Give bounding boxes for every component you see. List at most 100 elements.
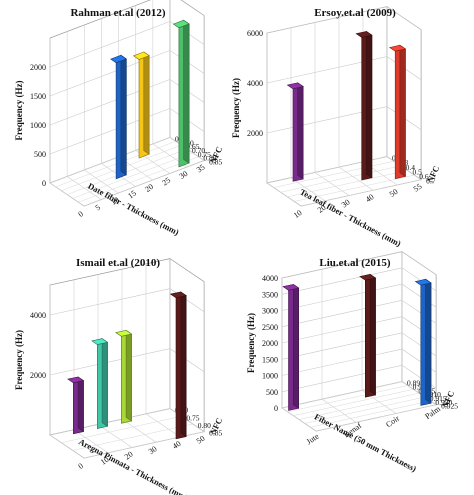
chart-title: Ersoy.et.al (2009) (314, 7, 396, 19)
z-tick-label: 2000 (262, 339, 278, 348)
y-tick-label: 0.75 (186, 413, 199, 422)
y-tick-label: 0.5 (412, 167, 422, 176)
bar-top-face (91, 338, 109, 345)
bar-top-face (110, 54, 127, 64)
y-tick-label: 0.85 (209, 429, 222, 438)
x-tick-label: 0 (76, 461, 84, 471)
bar-side-face (77, 376, 84, 433)
y-tick-label: 0.7 (426, 177, 436, 186)
x-tick-label: 50 (388, 187, 400, 199)
y-tick-label: 0.910 (424, 390, 441, 399)
z-tick-label: 2500 (262, 323, 278, 332)
bar-side-face (180, 291, 187, 438)
bar (172, 19, 190, 168)
y-tick-label: 0.6 (419, 172, 429, 181)
bar (91, 338, 109, 429)
bar (132, 51, 150, 159)
gridline-y (84, 160, 205, 207)
bar-side-face (297, 82, 304, 180)
gridline-y (287, 385, 408, 413)
z-tick-label: 1500 (30, 92, 46, 101)
x-tick-label: 0 (76, 209, 84, 219)
bar-top-face (388, 44, 407, 52)
gridline-y (55, 141, 176, 188)
gridline-y (294, 174, 415, 202)
y-tick-label: 0.915 (430, 394, 447, 403)
y-axis-label: NFC (425, 164, 441, 184)
bar (110, 54, 127, 180)
bar-side-face (369, 273, 376, 396)
bar (286, 82, 304, 182)
bar-top-face (355, 31, 373, 38)
y-tick-label: 0.925 (441, 402, 458, 411)
gridline-y (273, 160, 394, 188)
gridline-y (49, 408, 171, 436)
z-tick-label: 1000 (262, 372, 278, 381)
x-tick-label: 30 (178, 169, 190, 181)
bar (388, 44, 407, 180)
gridline-y (298, 392, 420, 420)
bar-side-face (120, 54, 127, 176)
z-tick-label: 4000 (262, 274, 278, 283)
gridline-x (97, 424, 133, 448)
gridline-x (281, 407, 317, 432)
x-tick-label: 10 (292, 208, 304, 220)
chart-title: Liu.et.al (2015) (319, 257, 391, 269)
z-axis-label: Frequency (Hz) (246, 313, 256, 373)
z-axis-label: Frequency (Hz) (14, 80, 24, 140)
x-tick-label: 10 (99, 455, 111, 467)
x-tick-label: 40 (364, 192, 376, 204)
gridline-y (72, 423, 193, 451)
bar-side-face (183, 19, 190, 164)
y-tick-label: 0.65 (186, 142, 199, 151)
x-axis-label: Fiber Name (50 mm Thickness) (313, 411, 418, 473)
x-tick-label: 5 (94, 203, 102, 213)
gridline-x (49, 434, 85, 459)
y-tick-label: 0.85 (209, 158, 222, 167)
bar-top-face (169, 291, 187, 299)
z-tick-label: 2000 (247, 129, 263, 138)
x-tick-label: 30 (147, 444, 159, 456)
gridline-x (290, 177, 326, 202)
z-tick-label: 3500 (262, 290, 278, 299)
x-tick-label: 40 (171, 439, 183, 451)
x-tick-label: 20 (123, 450, 135, 462)
gridline-x (338, 166, 374, 191)
bar (359, 273, 377, 398)
bar (115, 329, 133, 424)
x-tick-label: 35 (195, 162, 207, 174)
x-tick-label: 20 (316, 203, 328, 215)
chart-title: Ismail et.al (2010) (76, 257, 160, 269)
gridline-y (310, 400, 431, 428)
gridline-y (66, 148, 188, 195)
bar-top-face (359, 273, 377, 281)
z-axis-label: Frequency (Hz) (231, 78, 241, 138)
gridline-y (72, 152, 193, 199)
bar-top-face (132, 51, 150, 60)
gridline-y (304, 396, 425, 424)
z-tick-label: 2000 (30, 63, 46, 72)
z-tick-label: 500 (34, 150, 46, 159)
chart-panel-3: 20004000010203040500.700.750.800.85Ismai… (14, 257, 224, 495)
gridline-y (280, 165, 401, 193)
chart-panel-1: 0500100015002000051015202530350.550.600.… (14, 0, 224, 237)
bar-side-face (101, 338, 108, 427)
bar-top-face (67, 376, 85, 384)
y-tick-label: 0.75 (198, 150, 211, 159)
z-tick-label: 500 (266, 388, 278, 397)
x-tick-label: 30 (340, 198, 352, 210)
z-tick-label: 0 (274, 404, 278, 413)
bar-side-face (399, 44, 406, 177)
gridline-y (78, 156, 199, 203)
bar-side-face (125, 329, 132, 422)
bar-top-face (414, 278, 432, 286)
x-tick-label: Jute (305, 431, 321, 446)
x-tick-label: 55 (412, 182, 424, 194)
gridline-y (287, 170, 408, 198)
bar (282, 283, 300, 411)
y-tick-label: 0.70 (192, 146, 205, 155)
gridline-y (301, 179, 422, 207)
bar (169, 291, 187, 440)
